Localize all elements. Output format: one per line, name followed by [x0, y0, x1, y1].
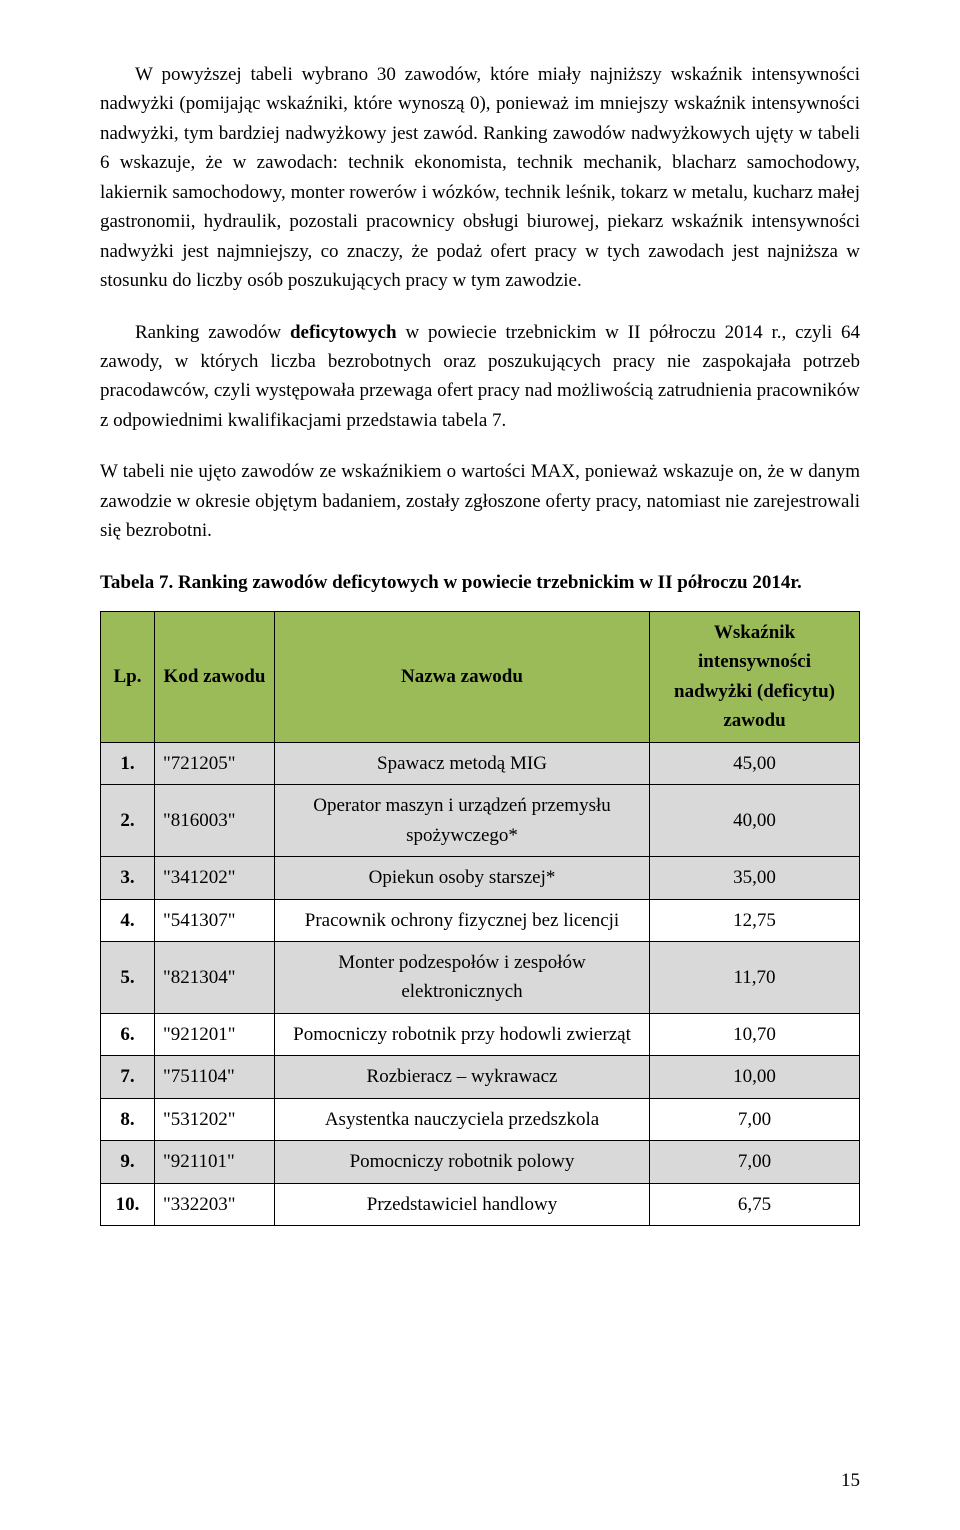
cell-kod: "751104" — [155, 1056, 275, 1098]
cell-wsk: 6,75 — [650, 1183, 860, 1225]
th-nazwa: Nazwa zawodu — [275, 612, 650, 743]
table-header-row: Lp. Kod zawodu Nazwa zawodu Wskaźnik int… — [101, 612, 860, 743]
table-row: 1."721205"Spawacz metodą MIG45,00 — [101, 742, 860, 784]
cell-wsk: 12,75 — [650, 899, 860, 941]
cell-kod: "341202" — [155, 857, 275, 899]
cell-wsk: 11,70 — [650, 941, 860, 1013]
cell-nazwa: Pracownik ochrony fizycznej bez licencji — [275, 899, 650, 941]
cell-nazwa: Pomocniczy robotnik polowy — [275, 1141, 650, 1183]
cell-wsk: 40,00 — [650, 785, 860, 857]
table-row: 2."816003"Operator maszyn i urządzeń prz… — [101, 785, 860, 857]
cell-lp: 7. — [101, 1056, 155, 1098]
cell-nazwa: Przedstawiciel handlowy — [275, 1183, 650, 1225]
cell-wsk: 10,00 — [650, 1056, 860, 1098]
table-row: 4."541307"Pracownik ochrony fizycznej be… — [101, 899, 860, 941]
cell-kod: "921201" — [155, 1013, 275, 1055]
cell-lp: 9. — [101, 1141, 155, 1183]
cell-kod: "332203" — [155, 1183, 275, 1225]
cell-lp: 6. — [101, 1013, 155, 1055]
cell-kod: "921101" — [155, 1141, 275, 1183]
cell-lp: 10. — [101, 1183, 155, 1225]
th-lp: Lp. — [101, 612, 155, 743]
cell-kod: "721205" — [155, 742, 275, 784]
table-row: 8."531202"Asystentka nauczyciela przedsz… — [101, 1098, 860, 1140]
cell-lp: 4. — [101, 899, 155, 941]
cell-nazwa: Operator maszyn i urządzeń przemysłu spo… — [275, 785, 650, 857]
cell-kod: "541307" — [155, 899, 275, 941]
th-wsk: Wskaźnik intensywności nadwyżki (deficyt… — [650, 612, 860, 743]
table-body: 1."721205"Spawacz metodą MIG45,002."8160… — [101, 742, 860, 1225]
cell-wsk: 7,00 — [650, 1141, 860, 1183]
cell-lp: 2. — [101, 785, 155, 857]
table-row: 10."332203"Przedstawiciel handlowy6,75 — [101, 1183, 860, 1225]
p2-bold: deficytowych — [290, 322, 397, 343]
paragraph-1: W powyższej tabeli wybrano 30 zawodów, k… — [100, 60, 860, 296]
table-row: 6."921201"Pomocniczy robotnik przy hodow… — [101, 1013, 860, 1055]
cell-lp: 5. — [101, 941, 155, 1013]
table-row: 5."821304"Monter podzespołów i zespołów … — [101, 941, 860, 1013]
cell-kod: "821304" — [155, 941, 275, 1013]
cell-wsk: 7,00 — [650, 1098, 860, 1140]
page-number: 15 — [841, 1466, 860, 1495]
data-table: Lp. Kod zawodu Nazwa zawodu Wskaźnik int… — [100, 611, 860, 1226]
cell-nazwa: Spawacz metodą MIG — [275, 742, 650, 784]
cell-lp: 8. — [101, 1098, 155, 1140]
cell-kod: "531202" — [155, 1098, 275, 1140]
cell-nazwa: Monter podzespołów i zespołów elektronic… — [275, 941, 650, 1013]
cell-wsk: 10,70 — [650, 1013, 860, 1055]
p2-part-a: Ranking zawodów — [135, 322, 290, 343]
table-row: 3."341202"Opiekun osoby starszej*35,00 — [101, 857, 860, 899]
th-kod: Kod zawodu — [155, 612, 275, 743]
cell-nazwa: Opiekun osoby starszej* — [275, 857, 650, 899]
table-row: 9."921101"Pomocniczy robotnik polowy7,00 — [101, 1141, 860, 1183]
cell-wsk: 45,00 — [650, 742, 860, 784]
table-row: 7."751104"Rozbieracz – wykrawacz10,00 — [101, 1056, 860, 1098]
cell-lp: 1. — [101, 742, 155, 784]
cell-wsk: 35,00 — [650, 857, 860, 899]
table-caption: Tabela 7. Ranking zawodów deficytowych w… — [100, 568, 860, 597]
cell-kod: "816003" — [155, 785, 275, 857]
paragraph-2: Ranking zawodów deficytowych w powiecie … — [100, 318, 860, 436]
page: W powyższej tabeli wybrano 30 zawodów, k… — [0, 0, 960, 1530]
cell-nazwa: Asystentka nauczyciela przedszkola — [275, 1098, 650, 1140]
paragraph-3: W tabeli nie ujęto zawodów ze wskaźnikie… — [100, 457, 860, 545]
cell-nazwa: Rozbieracz – wykrawacz — [275, 1056, 650, 1098]
cell-nazwa: Pomocniczy robotnik przy hodowli zwierzą… — [275, 1013, 650, 1055]
cell-lp: 3. — [101, 857, 155, 899]
